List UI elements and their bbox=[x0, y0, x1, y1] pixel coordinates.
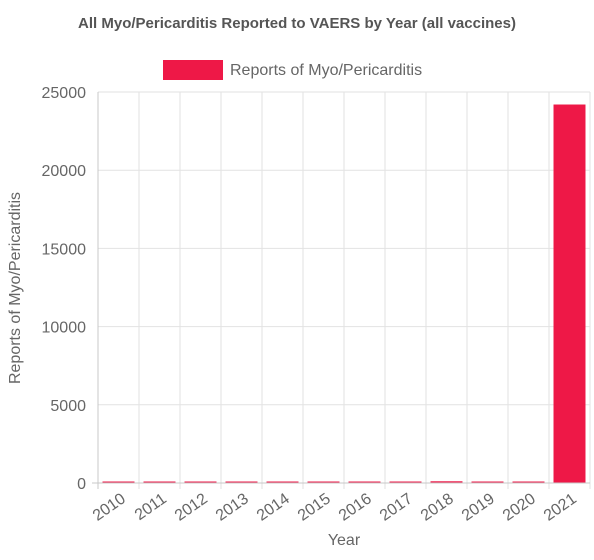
y-tick-label: 5000 bbox=[50, 398, 86, 415]
grid bbox=[98, 91, 591, 489]
bar-2016[interactable] bbox=[348, 481, 381, 484]
y-tick-label: 25000 bbox=[42, 85, 87, 102]
x-tick-label: 2012 bbox=[172, 490, 211, 524]
y-tick-label: 15000 bbox=[42, 241, 87, 258]
bar-2013[interactable] bbox=[225, 481, 258, 484]
x-tick-label: 2018 bbox=[418, 490, 457, 524]
bar-2010[interactable] bbox=[102, 481, 135, 484]
bar-2012[interactable] bbox=[184, 481, 217, 484]
x-tick-label: 2015 bbox=[295, 490, 334, 524]
legend-label: Reports of Myo/Pericarditis bbox=[230, 62, 422, 79]
bar-2019[interactable] bbox=[471, 481, 504, 484]
bar-2011[interactable] bbox=[143, 481, 176, 484]
bars bbox=[102, 104, 586, 484]
bar-2017[interactable] bbox=[389, 481, 422, 484]
bar-2020[interactable] bbox=[512, 481, 545, 484]
x-tick-labels: 2010 2011 2012 2013 2014 2015 2016 2017 2018 2019… bbox=[90, 490, 580, 524]
legend-swatch bbox=[163, 60, 223, 80]
x-tick-label: 2017 bbox=[377, 490, 416, 524]
bar-2021[interactable] bbox=[553, 104, 586, 484]
axes bbox=[92, 92, 590, 489]
chart-title: All Myo/Pericarditis Reported to VAERS b… bbox=[78, 15, 516, 32]
legend[interactable]: Reports of Myo/Pericarditis bbox=[163, 60, 422, 80]
x-tick-label: 2021 bbox=[541, 490, 580, 524]
y-axis-label: Reports of Myo/Pericarditis bbox=[7, 192, 24, 384]
bar-2015[interactable] bbox=[307, 481, 340, 484]
x-tick-label: 2016 bbox=[336, 490, 375, 524]
y-tick-label: 0 bbox=[77, 476, 86, 493]
x-tick-label: 2020 bbox=[500, 490, 539, 524]
y-tick-label: 10000 bbox=[42, 320, 87, 337]
x-tick-label: 2011 bbox=[132, 490, 170, 524]
y-tick-labels: 0 5000 10000 15000 20000 25000 bbox=[42, 85, 87, 493]
x-tick-label: 2014 bbox=[254, 490, 293, 524]
y-tick-label: 20000 bbox=[42, 163, 87, 180]
bar-2018[interactable] bbox=[430, 481, 463, 483]
bar-2014[interactable] bbox=[266, 481, 299, 484]
x-tick-label: 2010 bbox=[90, 490, 129, 524]
x-tick-label: 2013 bbox=[213, 490, 252, 524]
x-tick-label: 2019 bbox=[459, 490, 498, 524]
x-axis-label: Year bbox=[328, 532, 361, 549]
